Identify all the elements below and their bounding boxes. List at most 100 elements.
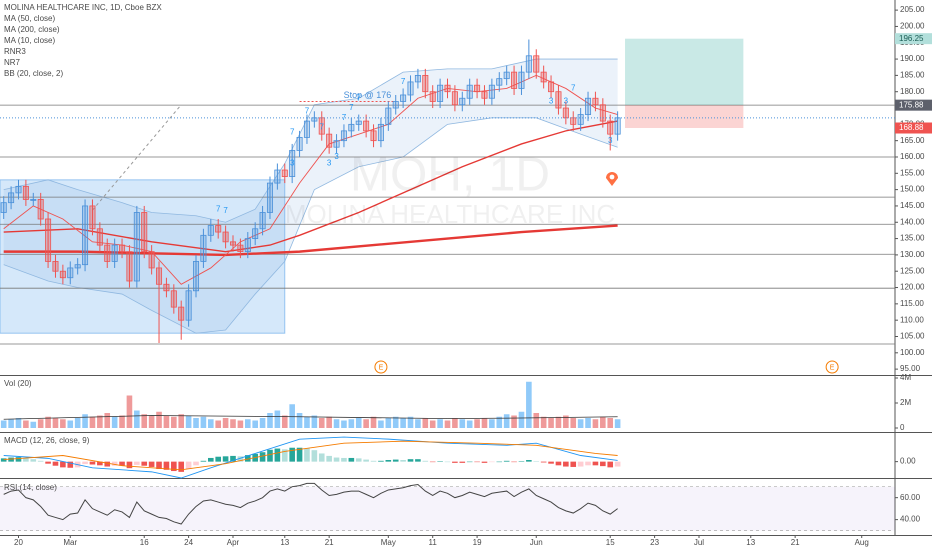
volume-bar (222, 418, 229, 428)
legend-item: NR7 (4, 58, 21, 67)
candle-body (82, 205, 89, 266)
volume-bar (126, 395, 133, 428)
macd-histogram-bar (503, 460, 510, 462)
candle-body (229, 241, 236, 246)
macd-histogram-bar (200, 460, 207, 462)
y-tick-label: 120.00 (900, 283, 925, 292)
volume-bar (422, 418, 429, 428)
price-tag-label: 196.25 (899, 34, 924, 43)
macd-histogram-bar (259, 452, 266, 462)
macd-histogram-bar (563, 461, 569, 467)
volume-bar (200, 416, 207, 428)
macd-histogram-bar (215, 456, 222, 462)
volume-bar (348, 419, 355, 428)
volume-bar (185, 415, 192, 428)
volume-bar (385, 418, 392, 428)
y-tick-label: 185.00 (900, 71, 925, 80)
candle-body (207, 225, 214, 236)
candle-body (481, 91, 488, 99)
candle-body (607, 120, 614, 135)
candle-body (488, 84, 495, 99)
macd-histogram-bar (274, 448, 281, 462)
volume-bar (208, 419, 214, 428)
macd-histogram-bar (533, 461, 540, 462)
candle-body (355, 120, 362, 125)
candle-body (89, 205, 96, 230)
candle-body (466, 84, 473, 99)
signal-label: 3 (334, 152, 339, 161)
y-tick-label: 190.00 (900, 54, 925, 63)
macd-histogram-bar (496, 461, 503, 463)
signal-label: 7 (349, 103, 354, 112)
y-tick-label: 105.00 (900, 332, 925, 341)
volume-bar (614, 419, 621, 428)
y-tick-label: 205.00 (900, 5, 925, 14)
candle-body (503, 71, 510, 80)
signal-label: 7 (401, 77, 406, 86)
macd-line (3, 440, 618, 471)
y-tick-label: 0 (900, 423, 905, 432)
macd-histogram-bar (474, 461, 480, 463)
volume-bar (555, 416, 562, 428)
volume-bar (363, 419, 369, 428)
volume-bar (370, 416, 377, 428)
watermark-symbol: MOH, 1D (350, 149, 550, 202)
macd-histogram-bar (45, 461, 51, 464)
macd-histogram-bar (222, 456, 229, 462)
volume-bar (141, 414, 148, 428)
volume-bar (23, 420, 29, 428)
candle-body (244, 238, 251, 253)
volume-bar (274, 410, 281, 428)
signal-label: 3 (549, 97, 554, 106)
candle-body (444, 84, 451, 93)
x-tick-label: 13 (746, 538, 755, 547)
macd-histogram-bar (304, 448, 310, 462)
macd-histogram-bar (607, 461, 614, 468)
candle-body (59, 270, 66, 279)
candle-body (163, 283, 170, 292)
candle-body (222, 231, 229, 243)
price-axis-area (895, 0, 932, 550)
macd-histogram-bar (178, 461, 185, 472)
volume-bar (540, 416, 547, 428)
y-tick-label: 130.00 (900, 250, 925, 259)
position-target (625, 38, 744, 106)
candle-body (22, 185, 29, 200)
candle-body (533, 55, 540, 73)
macd-histogram-bar (363, 459, 369, 462)
volume-bar (378, 420, 384, 428)
volume-bar (156, 411, 162, 428)
y-tick-label: 140.00 (900, 217, 925, 226)
volume-bar (496, 416, 503, 428)
legend-item: MA (200, close) (4, 25, 60, 34)
volume-bar (230, 419, 236, 428)
candle-body (215, 225, 222, 233)
candle-body (400, 94, 407, 102)
rsi-line (3, 482, 618, 525)
macd-histogram-bar (378, 460, 384, 462)
y-tick-label: 145.00 (900, 201, 925, 210)
candle-body (104, 244, 111, 262)
volume-bar (252, 420, 258, 428)
signal-label: 7 (305, 106, 310, 115)
x-tick-label: 21 (791, 538, 800, 547)
candle-body (577, 114, 584, 125)
candle-body (15, 185, 22, 194)
macd-histogram-bar (481, 461, 488, 463)
volume-bar (104, 413, 111, 428)
volume-bar (600, 416, 606, 428)
alert-pin (606, 172, 618, 186)
y-tick-label: 180.00 (900, 87, 925, 96)
volume-bar (503, 414, 510, 428)
macd-histogram-bar (23, 457, 29, 462)
candle-body (422, 74, 429, 93)
volume-bar (215, 420, 222, 428)
y-tick-label: 115.00 (900, 299, 924, 308)
volume-bar (171, 416, 177, 428)
symbol-title: MOLINA HEALTHCARE INC, 1D, Cboe BZX (4, 3, 162, 12)
candle-body (193, 261, 200, 292)
macd-histogram-bar (577, 461, 584, 467)
volume-bar (82, 414, 88, 428)
candle-body (178, 306, 185, 321)
x-tick-label: Jun (530, 538, 543, 547)
